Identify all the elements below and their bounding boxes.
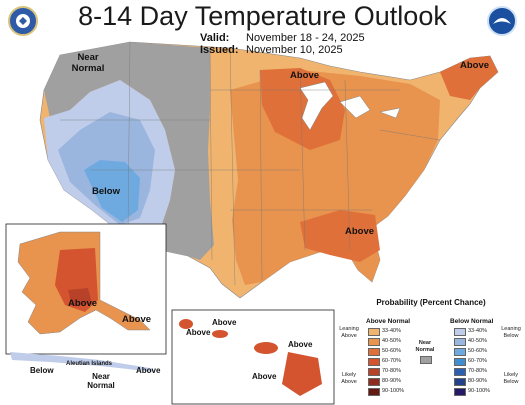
legend-above-swatch-3 [368,348,380,356]
conus-below-50 [84,160,140,222]
legend-above-swatch-4 [368,358,380,366]
label-above-hi-4: Above [252,372,277,381]
legend: Probability (Percent Chance) Above Norma… [336,298,525,405]
legend-above-swatch-6 [368,378,380,386]
bird-icon [493,18,511,24]
legend-below-bin-label-6: 80-90% [468,378,487,384]
valid-label: Valid: [200,32,230,44]
legend-below-bin-label-4: 60-70% [468,358,487,364]
legend-title: Probability (Percent Chance) [376,298,486,307]
legend-above-bin-label-5: 70-80% [382,368,401,374]
valid-dates: Valid: November 18 - 24, 2025 [200,32,365,44]
issued-label: Issued: [200,44,239,56]
legend-above-swatch-7 [368,388,380,396]
label-above-aleutian-east: Above [136,366,161,375]
legend-above-bin-label-2: 40-50% [382,338,401,344]
hi-oahu [212,330,228,338]
label-above-alaska: Above [68,298,98,309]
legend-below-header: Below Normal [450,318,494,325]
legend-above-bin-label-6: 80-90% [382,378,401,384]
conus-above-50-ne [440,56,498,100]
hi-kauai [179,319,193,329]
noaa-logo [487,6,517,36]
legend-leaning-below: Leaning Below [501,326,521,339]
legend-below-swatch-5 [454,368,466,376]
legend-below-swatch-7 [454,388,466,396]
legend-above-swatch-2 [368,338,380,346]
label-below-aleutian: Below [30,366,54,375]
legend-above-bin-label-4: 60-70% [382,358,401,364]
label-above-hi-3: Above [288,340,313,349]
legend-near-swatch [420,356,432,364]
legend-above-bin-label-1: 33-40% [382,328,401,334]
label-above-northeast: Above [460,60,490,71]
legend-below-swatch-3 [454,348,466,356]
state-lines [60,41,441,286]
commerce-seal-logo [8,6,38,36]
great-lakes [299,81,401,131]
label-near-normal-aleutian: Near Normal [87,372,115,390]
label-above-midwest: Above [290,70,320,81]
legend-below-bin-label-1: 33-40% [468,328,487,334]
label-near-normal-west: Near Normal [71,52,105,74]
issued-value: November 10, 2025 [246,44,343,56]
issued-date: Issued: November 10, 2025 [200,44,343,56]
legend-leaning-above: Leaning Above [339,326,359,339]
legend-below-swatch-4 [454,358,466,366]
legend-above-bin-label-7: 90-100% [382,388,405,394]
label-above-hi-1: Above [212,318,237,327]
legend-below-bin-label-3: 50-60% [468,348,487,354]
label-aleutian-islands: Aleutian Islands [66,361,113,367]
legend-below-bin-label-7: 90-100% [468,388,491,394]
label-above-ak-panhandle: Above [122,314,152,325]
legend-likely-above: Likely Above [341,372,357,385]
alaska-core-dark [68,288,92,306]
legend-below-swatch-2 [454,338,466,346]
label-below-sw: Below [92,186,120,197]
alaska-aleutian-strip [10,352,155,372]
conus-above-50-southeast [300,210,380,262]
legend-below-swatch-1 [454,328,466,336]
eagle-icon [16,14,30,28]
legend-above-bin-label-3: 50-60% [382,348,401,354]
legend-above-swatch-1 [368,328,380,336]
legend-near-label: Near Normal [415,340,435,353]
label-above-hi-2: Above [186,328,211,337]
legend-below-bin-label-5: 70-80% [468,368,487,374]
legend-above-swatch-5 [368,368,380,376]
page-title: 8-14 Day Temperature Outlook [78,1,447,31]
valid-value: November 18 - 24, 2025 [246,32,365,44]
legend-above-header: Above Normal [366,318,411,325]
conus-near-normal [44,42,214,260]
legend-likely-below: Likely Below [503,372,519,385]
legend-below-swatch-6 [454,378,466,386]
legend-below-bin-label-2: 40-50% [468,338,487,344]
label-above-southeast: Above [345,226,375,237]
hi-maui [254,342,278,354]
hi-bigisland [282,352,322,396]
